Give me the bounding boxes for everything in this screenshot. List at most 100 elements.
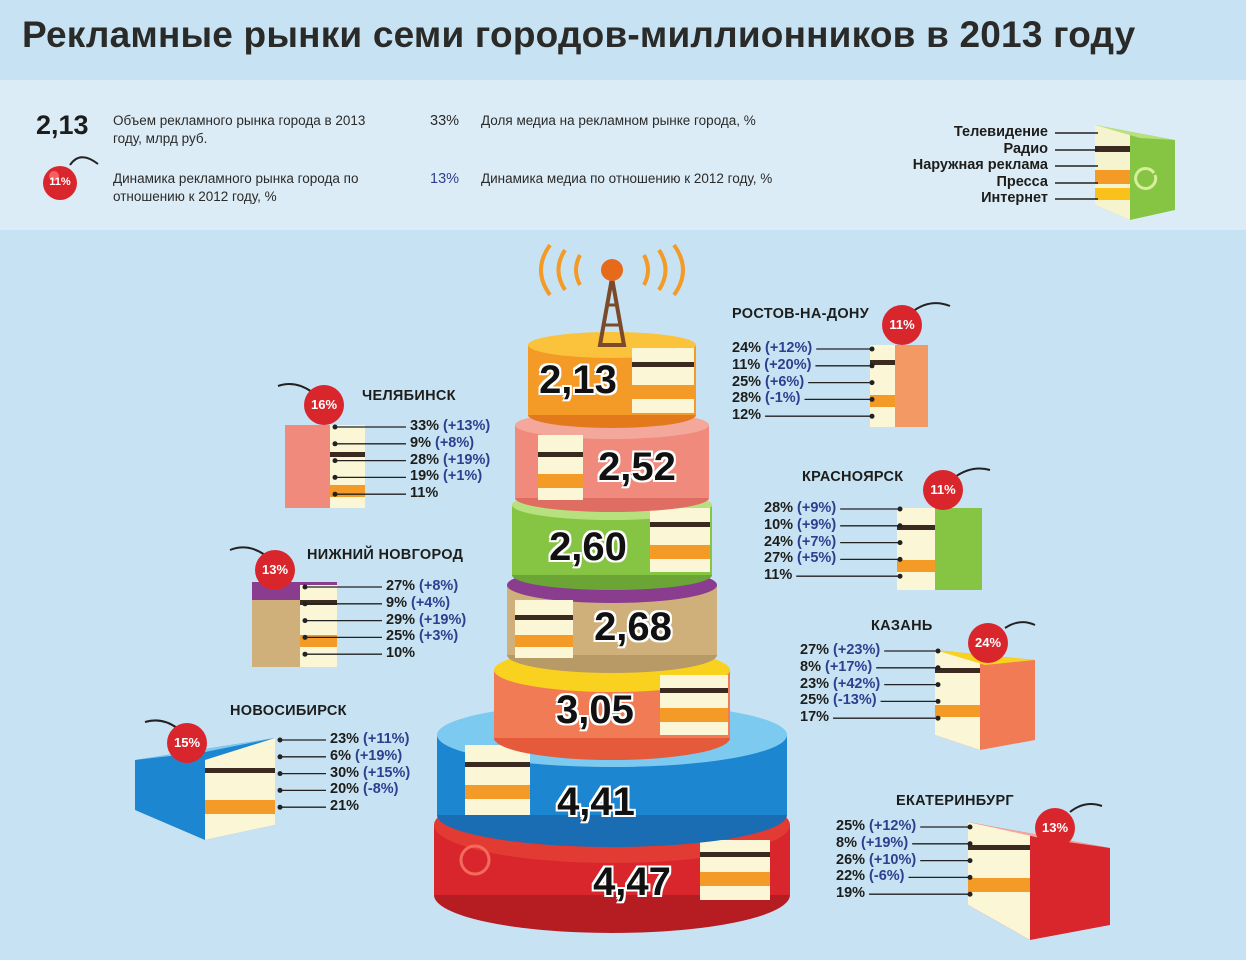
city-row: 11%	[410, 485, 438, 502]
city-row: 20% (-8%)	[330, 781, 399, 798]
leader-dot	[869, 413, 875, 419]
tier-value-7: 4,47	[593, 860, 671, 904]
page-title: Рекламные рынки семи городов-миллионнико…	[22, 14, 1136, 55]
leader-dot	[302, 584, 308, 590]
city-row: 25% (+12%)	[836, 818, 916, 835]
city-row: 24% (+12%)	[732, 340, 812, 357]
leader-dot	[332, 458, 338, 464]
media-dynamics: (+15%)	[359, 764, 411, 781]
cherry-ekaterinburg	[1035, 803, 1103, 848]
media-share: 28%	[764, 500, 794, 516]
legend-panel	[0, 80, 1246, 230]
city-row: 6% (+19%)	[330, 748, 402, 765]
city-row: 19%	[836, 885, 865, 902]
media-share: 17%	[800, 709, 830, 726]
slice-krasnoyarsk	[897, 467, 991, 590]
leader-dot	[869, 396, 875, 402]
media-share: 8%	[836, 834, 857, 851]
media-share: 26%	[836, 851, 866, 868]
city-name-nizhny: НИЖНИЙ НОВГОРОД	[307, 547, 464, 563]
leader-dot	[302, 651, 308, 657]
growth-novosibirsk: 15%	[173, 735, 201, 750]
leader-dot	[302, 618, 308, 624]
leader-dot	[967, 891, 973, 897]
media-share: 24%	[764, 533, 794, 550]
media-dynamics: (-8%)	[359, 781, 399, 798]
media-share: 27%	[800, 642, 830, 658]
cherry-rostov	[882, 302, 951, 345]
leader-dot	[897, 573, 903, 579]
media-dynamics: (+3%)	[415, 628, 459, 645]
leader-dot	[277, 754, 283, 760]
legend-media-dyn-text: Динамика медиа по отношению к 2012 году,…	[481, 171, 773, 186]
cherry-nizhny	[229, 546, 295, 590]
leader-dot	[277, 771, 283, 777]
leader-dot	[869, 363, 875, 369]
city-name-chelyabinsk: ЧЕЛЯБИНСК	[362, 388, 456, 404]
city-row: 17%	[800, 709, 829, 726]
media-dynamics: (+10%)	[865, 851, 917, 868]
media-dynamics: (+8%)	[415, 578, 459, 594]
tier-value-5: 3,05	[556, 688, 634, 732]
leader-dot	[897, 523, 903, 529]
leader-dot	[935, 648, 941, 654]
media-share: 33%	[410, 418, 440, 434]
media-dynamics: (+5%)	[793, 550, 837, 567]
leader-dot	[967, 824, 973, 830]
leader-dot	[332, 424, 338, 430]
media-dynamics: (+12%)	[865, 818, 917, 834]
media-share: 11%	[732, 356, 761, 373]
media-share: 9%	[410, 434, 431, 451]
title-band	[0, 0, 1246, 80]
city-row: 28% (+19%)	[410, 452, 490, 469]
cherry-chelyabinsk	[277, 383, 344, 425]
legend-segment-outdoor: Наружная реклама	[912, 157, 1048, 173]
legend-dynamics-text: Динамика рекламного рынка города по отно…	[113, 171, 359, 204]
growth-krasnoyarsk: 11%	[930, 482, 956, 497]
leader-dot	[869, 380, 875, 386]
legend-segment-press: Пресса	[996, 174, 1048, 190]
city-name-kazan: КАЗАНЬ	[871, 618, 933, 634]
city-row: 8% (+19%)	[836, 835, 908, 852]
city-row: 29% (+19%)	[386, 612, 466, 629]
media-dynamics: (+19%)	[439, 451, 491, 468]
legend-cherry-value: 11%	[49, 176, 71, 188]
cherry-krasnoyarsk	[923, 467, 991, 510]
media-dynamics: (-6%)	[865, 868, 905, 885]
city-name-krasnoyarsk: КРАСНОЯРСК	[802, 469, 904, 485]
media-share: 28%	[732, 390, 762, 407]
leader-dot	[935, 715, 941, 721]
growth-nizhny: 13%	[261, 562, 289, 577]
media-share: 25%	[732, 373, 762, 390]
city-row: 8% (+17%)	[800, 659, 872, 676]
media-share: 30%	[330, 764, 360, 781]
media-share: 11%	[764, 567, 793, 584]
slice-rostov	[870, 302, 951, 427]
media-share: 22%	[836, 868, 866, 885]
legend-media-dyn-example: 13%	[430, 171, 460, 187]
media-share: 25%	[386, 628, 416, 645]
leader-dot	[302, 601, 308, 607]
leader-dot	[277, 787, 283, 793]
city-row: 11% (+20%)	[732, 357, 811, 374]
media-share: 29%	[386, 611, 416, 628]
media-dynamics: (+42%)	[829, 675, 881, 692]
media-dynamics: (+19%)	[350, 747, 403, 764]
media-share: 9%	[386, 594, 407, 611]
media-dynamics: (+13%)	[439, 418, 491, 434]
legend-segment-tv: Телевидение	[953, 124, 1048, 140]
leader-dot	[332, 491, 338, 497]
legend-volume-text: Объем рекламного рынка города в 2013 год…	[113, 113, 366, 146]
media-dynamics: (-13%)	[829, 692, 877, 709]
city-name-novosibirsk: НОВОСИБИРСК	[230, 703, 347, 719]
media-share: 21%	[330, 798, 360, 815]
leader-dot	[967, 841, 973, 847]
tier-value-4: 2,68	[594, 605, 672, 649]
leader-dot	[897, 506, 903, 512]
city-row: 27% (+5%)	[764, 550, 836, 567]
antenna-icon	[539, 243, 685, 347]
city-row: 23% (+42%)	[800, 676, 880, 693]
leader-dot	[869, 346, 875, 352]
leader-dot	[277, 737, 283, 743]
